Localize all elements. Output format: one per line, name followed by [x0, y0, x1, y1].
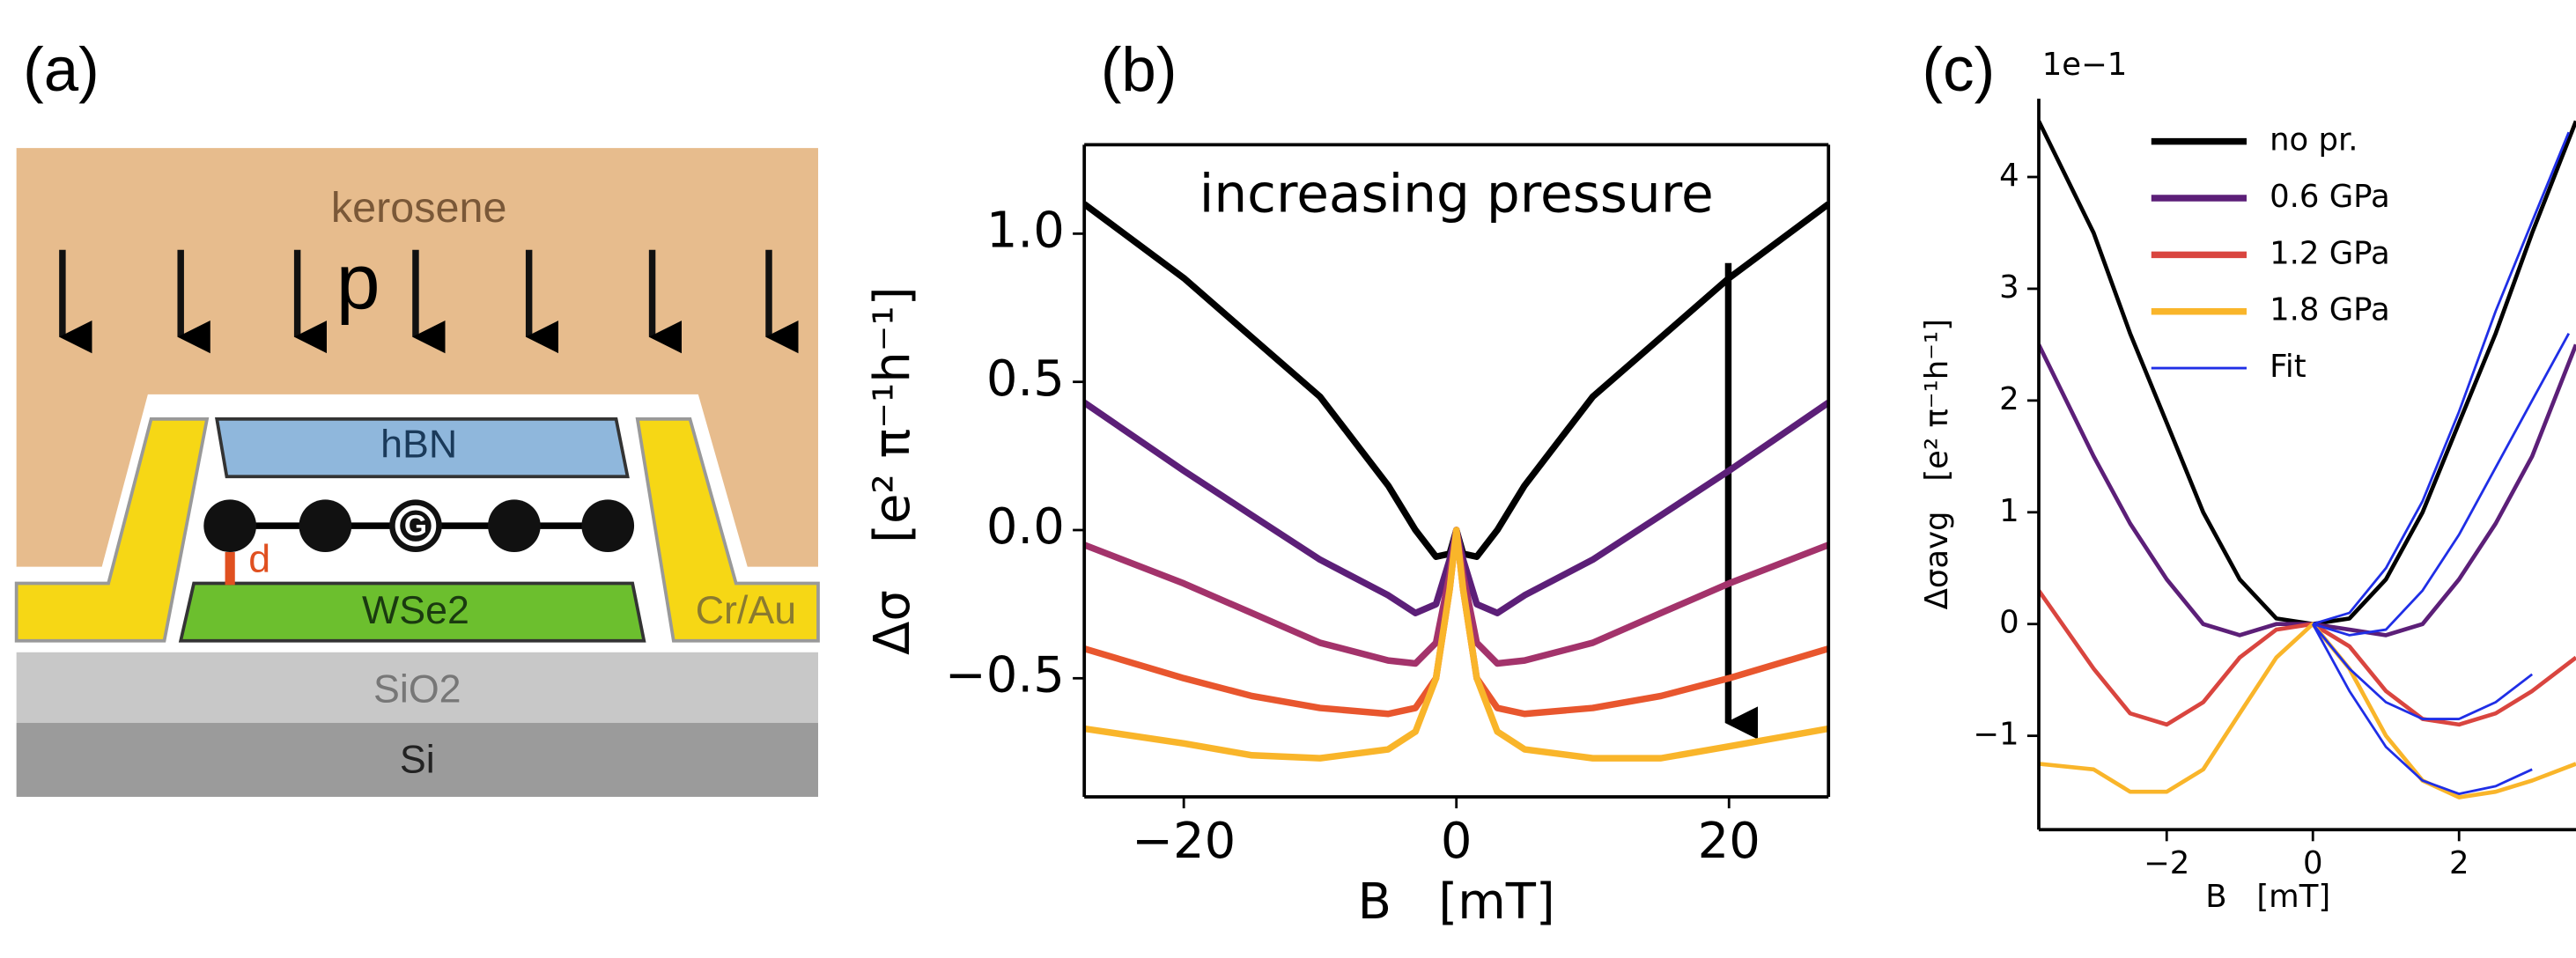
- x-tick-label: −20: [1132, 813, 1236, 870]
- legend-label: Fit: [2270, 349, 2307, 385]
- si: [16, 723, 818, 797]
- y-tick-label: 2: [1999, 381, 2019, 417]
- offset-text: 1e−1: [2042, 47, 2128, 83]
- legend-label: 0.6 GPa: [2270, 179, 2390, 215]
- label: hBN: [380, 422, 457, 466]
- x-tick-label: 0: [1441, 813, 1473, 870]
- y-tick-label: 0.0: [986, 498, 1065, 556]
- y-tick-label: 0.5: [986, 350, 1065, 408]
- series-line: [1084, 527, 1829, 762]
- wse2: [178, 581, 646, 643]
- x-tick-label: 0: [2303, 845, 2323, 881]
- pressure-arrows: [59, 249, 799, 354]
- contact: [635, 417, 820, 643]
- legend-label: 1.2 GPa: [2270, 235, 2390, 271]
- y-tick-label: 4: [1999, 158, 2019, 194]
- label: Cr/Au: [696, 588, 796, 632]
- series-line: [2039, 343, 2576, 637]
- label: kerosene: [331, 184, 507, 232]
- atom: [203, 499, 257, 553]
- legend-label: no pr.: [2270, 122, 2358, 158]
- legend-label: 1.8 GPa: [2270, 292, 2390, 328]
- series-line: [2039, 589, 2576, 727]
- label: d: [248, 537, 270, 581]
- panel-a: (a) kerosene p hBN G d WSe2 Cr/Au: [14, 35, 820, 797]
- distance-bar: [225, 552, 235, 586]
- y-tick-label: −1: [1973, 717, 2019, 753]
- annotation: increasing pressure: [1199, 165, 1714, 225]
- label: SiO2: [373, 667, 461, 711]
- y-tick-label: 1.0: [986, 202, 1065, 259]
- panel-label: (c): [1923, 35, 1996, 105]
- plot-area: [1084, 201, 1829, 762]
- panel-label: (a): [23, 35, 100, 105]
- y-tick-label: −0.5: [945, 646, 1065, 704]
- y-axis-label: Δσavg [e² π⁻¹h⁻¹]: [1919, 319, 1955, 609]
- series-line: [1084, 201, 1829, 560]
- label: p: [336, 237, 380, 325]
- contact: [14, 417, 210, 643]
- x-tick-label: −2: [2144, 845, 2189, 881]
- x-tick-label: 2: [2449, 845, 2469, 881]
- sio2: [16, 652, 818, 724]
- y-tick-label: 3: [1999, 269, 2019, 306]
- atom: [299, 499, 352, 553]
- hbn: [215, 417, 630, 479]
- y-axis-label: Δσ [e² π⁻¹h⁻¹]: [864, 286, 921, 654]
- x-tick-label: 20: [1698, 813, 1760, 870]
- atom: [488, 499, 541, 553]
- label: Si: [400, 738, 435, 782]
- series-line: [1084, 400, 1829, 616]
- plot-area: [2039, 120, 2576, 800]
- y-tick-label: 1: [1999, 493, 2019, 529]
- series-line: [2039, 622, 2576, 800]
- label: WSe2: [362, 588, 469, 632]
- x-axis-label: B [mT]: [1358, 873, 1555, 931]
- atom: [581, 499, 635, 553]
- x-axis-label: B [mT]: [2205, 879, 2330, 915]
- label: G: [404, 510, 427, 542]
- panel-label: (b): [1101, 35, 1177, 105]
- y-tick-label: 0: [1999, 605, 2019, 641]
- series-line: [2311, 131, 2571, 796]
